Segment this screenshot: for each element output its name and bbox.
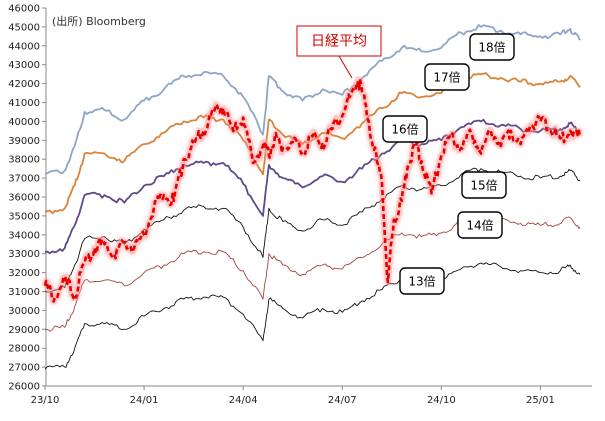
series-line-1	[44, 72, 581, 215]
y-tick-label: 41000	[8, 98, 40, 109]
y-tick-label: 34000	[8, 230, 40, 241]
y-tick-label: 39000	[8, 136, 40, 147]
y-tick-label: 46000	[8, 4, 40, 15]
series-line-5	[44, 262, 581, 370]
y-tick-label: 27000	[8, 363, 40, 374]
y-tick-label: 33000	[8, 249, 40, 260]
series-layer	[42, 24, 584, 370]
nikkei-pointer	[338, 55, 353, 79]
y-tick-label: 31000	[8, 287, 40, 298]
label-box	[296, 25, 382, 57]
label-text: 14倍	[466, 218, 493, 233]
y-tick-label: 28000	[8, 344, 40, 355]
y-tick-label: 32000	[8, 268, 40, 279]
x-tick-label: 23/10	[31, 395, 60, 406]
band-labels: 18倍 17倍 16倍 15倍 14倍 13倍 日経平均	[296, 25, 515, 295]
y-tick-label: 38000	[8, 155, 40, 166]
y-tick-label: 45000	[8, 22, 40, 33]
label-box	[399, 267, 445, 295]
y-tick-label: 29000	[8, 325, 40, 336]
label-6: 日経平均	[296, 25, 382, 57]
y-tick-label: 37000	[8, 174, 40, 185]
source-note: (出所) Bloomberg	[52, 14, 146, 28]
axes: 26000 27000 28000 29000 30000 31000 32000 33000…	[8, 4, 592, 406]
label-text: 日経平均	[311, 34, 367, 50]
label-box	[382, 115, 428, 143]
x-tick-label: 24/04	[229, 395, 258, 406]
label-box	[457, 211, 503, 239]
y-tick-label: 35000	[8, 211, 40, 222]
label-text: 16倍	[391, 122, 418, 137]
label-3: 15倍	[461, 171, 507, 199]
label-box	[469, 33, 515, 61]
y-tick-label: 43000	[8, 60, 40, 71]
y-tick-label: 30000	[8, 306, 40, 317]
x-tick-label: 24/01	[130, 395, 159, 406]
label-0: 18倍	[469, 33, 515, 61]
y-tick-label: 40000	[8, 117, 40, 128]
label-5: 13倍	[399, 267, 445, 295]
series-line-0	[44, 24, 581, 176]
x-tick-label: 25/01	[526, 395, 555, 406]
y-tick-label: 36000	[8, 193, 40, 204]
x-tick-label: 24/07	[328, 395, 357, 406]
series-line-2	[44, 118, 581, 255]
label-text: 18倍	[478, 40, 505, 55]
label-1: 17倍	[424, 63, 470, 91]
label-text: 17倍	[433, 70, 460, 85]
label-2: 16倍	[382, 115, 428, 143]
label-text: 13倍	[408, 274, 435, 289]
label-box	[424, 63, 470, 91]
x-tick-label: 24/10	[427, 395, 456, 406]
label-text: 15倍	[470, 178, 497, 193]
y-tick-label: 26000	[8, 382, 40, 393]
y-tick-label: 44000	[8, 41, 40, 52]
label-box	[461, 171, 507, 199]
label-4: 14倍	[457, 211, 503, 239]
series-line-6	[43, 78, 582, 303]
y-tick-label: 42000	[8, 79, 40, 90]
